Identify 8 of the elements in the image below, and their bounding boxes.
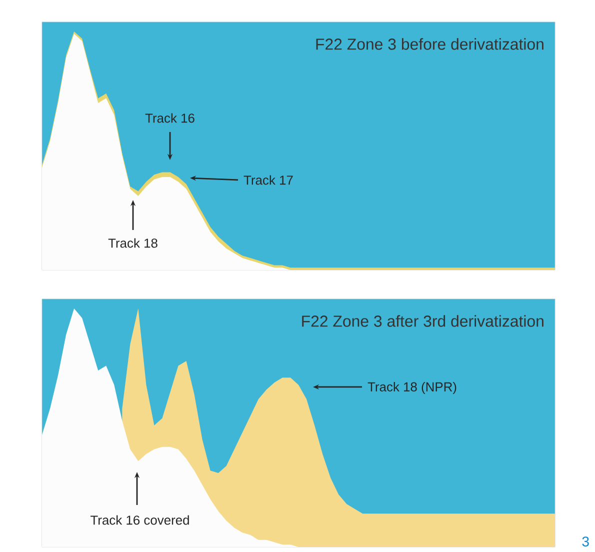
annotation: Track 17	[244, 175, 293, 185]
text: 3	[582, 536, 589, 546]
annotation: Track 18 (NPR)	[368, 382, 456, 394]
annotation: Track 16	[145, 113, 194, 123]
annotation: Track 18	[108, 238, 158, 248]
annotation: Track 16 covered	[90, 515, 189, 525]
chart-title: F22 Zone 3 after 3rd derivatization	[302, 315, 544, 327]
chart-title: F22 Zone 3 before derivatization	[316, 38, 544, 50]
